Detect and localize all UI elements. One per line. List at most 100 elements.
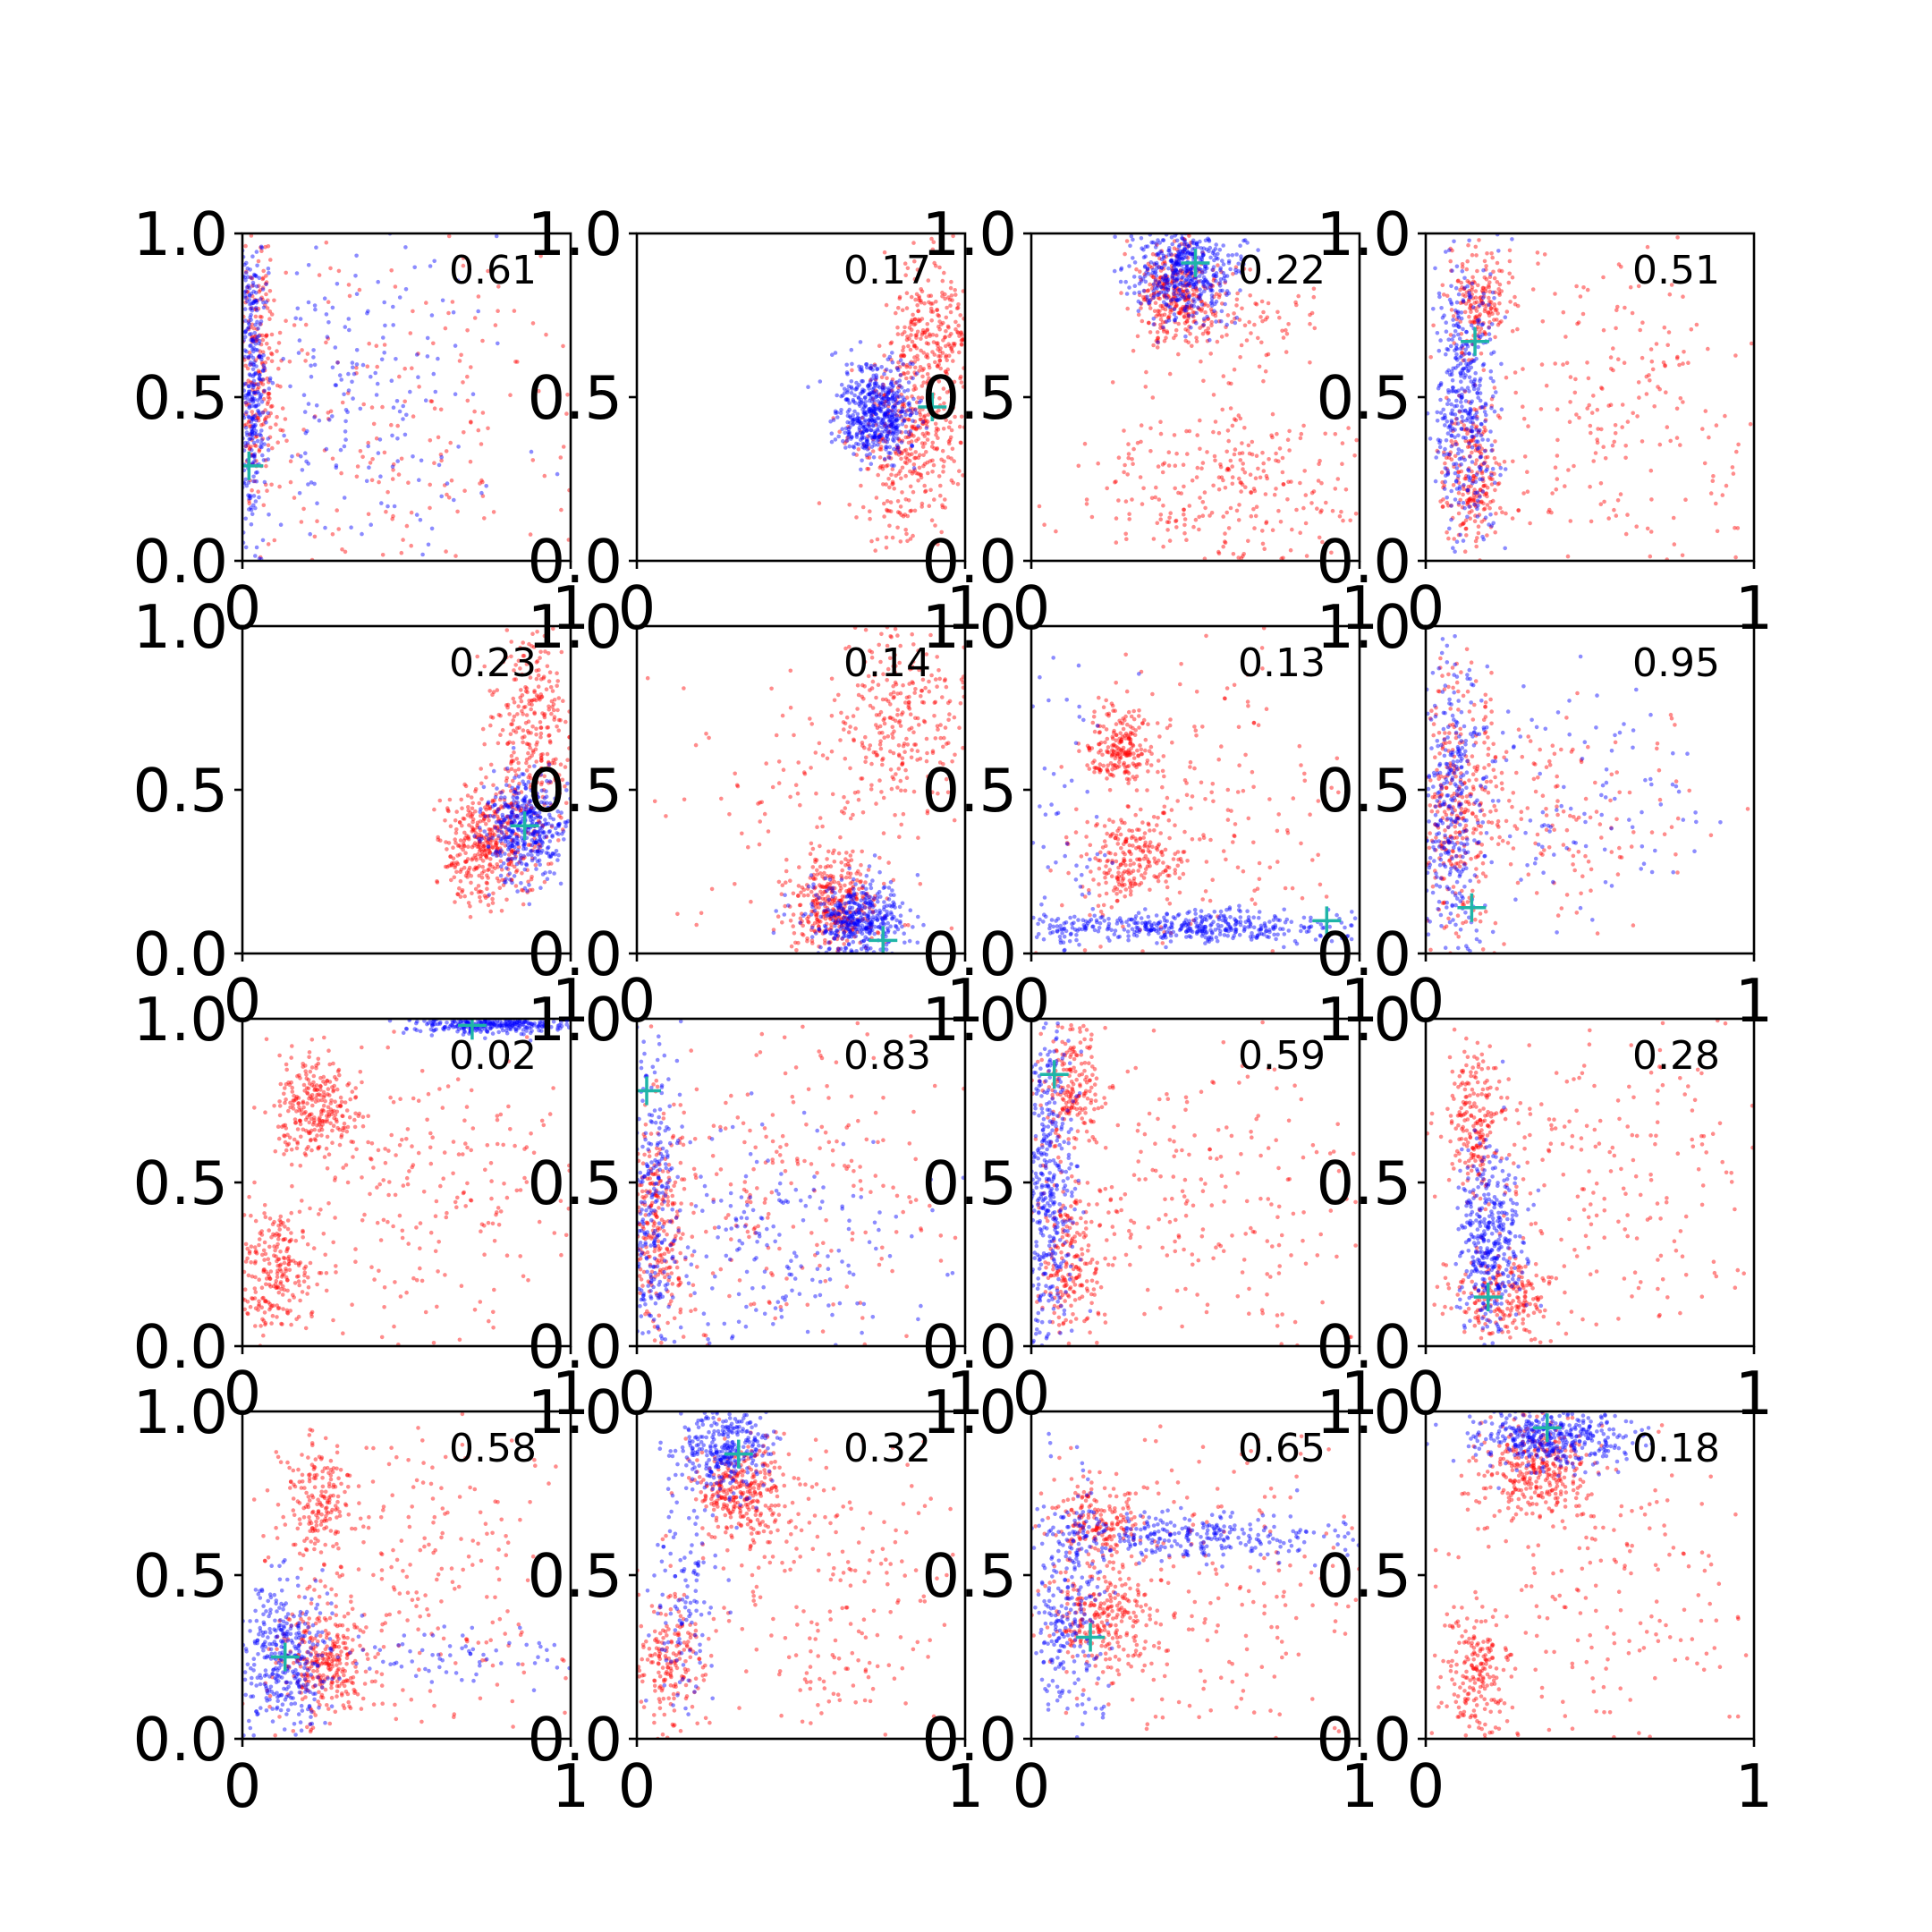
scatter-point bbox=[859, 467, 863, 472]
scatter-point bbox=[1454, 539, 1460, 544]
scatter-series-red bbox=[432, 626, 571, 919]
scatter-point bbox=[845, 436, 850, 440]
scatter-point bbox=[1483, 515, 1488, 520]
scatter-point bbox=[532, 689, 537, 693]
scatter-point bbox=[890, 393, 895, 398]
scatter-point bbox=[1178, 311, 1182, 316]
scatter-point bbox=[859, 397, 864, 402]
scatter-point bbox=[1211, 294, 1216, 300]
scatter-point bbox=[1186, 278, 1191, 283]
scatter-point bbox=[840, 427, 844, 432]
scatter-point bbox=[1174, 285, 1179, 291]
scatter-point bbox=[957, 469, 962, 473]
scatter-point bbox=[258, 314, 263, 319]
scatter-point bbox=[513, 775, 517, 780]
scatter-point bbox=[1263, 318, 1268, 322]
scatter-point bbox=[883, 421, 887, 427]
scatter-point bbox=[298, 317, 303, 321]
scatter-point bbox=[375, 381, 380, 386]
scatter-point bbox=[1204, 279, 1209, 284]
scatter-point bbox=[1470, 438, 1476, 443]
scatter-point bbox=[896, 445, 901, 450]
scatter-point bbox=[902, 353, 906, 359]
scatter-point bbox=[246, 284, 250, 290]
scatter-point bbox=[1694, 322, 1699, 327]
scatter-point bbox=[1476, 448, 1480, 453]
scatter-point bbox=[895, 510, 901, 514]
scatter-point bbox=[312, 415, 317, 419]
scatter-point bbox=[1197, 269, 1202, 274]
scatter-point bbox=[1648, 554, 1653, 559]
y-tick-label: 1.0 bbox=[1316, 199, 1411, 269]
scatter-point bbox=[870, 435, 876, 440]
scatter-point bbox=[847, 503, 852, 507]
scatter-point bbox=[1475, 514, 1480, 519]
scatter-point bbox=[923, 488, 928, 494]
scatter-point bbox=[1453, 366, 1458, 370]
scatter-point bbox=[1214, 319, 1218, 324]
scatter-point bbox=[904, 395, 910, 400]
scatter-point bbox=[1242, 238, 1248, 242]
scatter-point bbox=[1563, 484, 1567, 488]
scatter-point bbox=[871, 423, 876, 428]
scatter-point bbox=[1476, 530, 1481, 536]
scatter-point bbox=[494, 849, 499, 853]
scatter-point bbox=[514, 814, 520, 818]
scatter-point bbox=[262, 390, 267, 394]
scatter-point bbox=[530, 644, 534, 648]
scatter-point bbox=[478, 835, 483, 841]
scatter-point bbox=[1179, 491, 1183, 496]
scatter-point bbox=[945, 454, 951, 460]
scatter-point bbox=[534, 660, 539, 665]
scatter-point bbox=[1460, 386, 1464, 391]
scatter-point bbox=[450, 300, 455, 304]
scatter-point bbox=[1199, 359, 1203, 364]
scatter-point bbox=[1168, 298, 1174, 303]
scatter-point bbox=[1476, 498, 1480, 504]
scatter-point bbox=[1749, 341, 1754, 346]
scatter-point bbox=[249, 353, 253, 358]
scatter-point bbox=[1449, 419, 1454, 425]
scatter-point bbox=[896, 360, 901, 365]
scatter-point bbox=[1480, 295, 1486, 301]
scatter-point bbox=[484, 855, 489, 860]
scatter-point bbox=[1469, 428, 1473, 434]
scatter-point bbox=[250, 362, 256, 367]
scatter-point bbox=[439, 494, 445, 499]
scatter-point bbox=[264, 333, 269, 338]
scatter-point bbox=[1487, 284, 1491, 288]
scatter-point bbox=[1224, 333, 1229, 337]
scatter-point bbox=[846, 425, 851, 429]
scatter-point bbox=[1487, 295, 1491, 301]
scatter-point bbox=[888, 341, 894, 346]
scatter-point bbox=[252, 443, 258, 448]
scatter-point bbox=[920, 419, 926, 424]
scatter-point bbox=[529, 813, 533, 818]
scatter-point bbox=[1189, 326, 1193, 330]
scatter-point bbox=[499, 830, 504, 835]
scatter-point bbox=[934, 341, 939, 346]
scatter-point bbox=[1477, 464, 1482, 470]
scatter-point bbox=[288, 384, 292, 389]
scatter-point bbox=[936, 413, 940, 418]
scatter-point bbox=[917, 465, 922, 470]
scatter-point bbox=[509, 804, 514, 809]
scatter-point bbox=[257, 377, 262, 382]
scatter-point bbox=[889, 472, 894, 478]
scatter-point bbox=[898, 373, 903, 377]
scatter-point bbox=[1488, 306, 1494, 311]
scatter-point bbox=[1148, 426, 1153, 431]
scatter-point bbox=[265, 333, 269, 338]
scatter-point bbox=[1161, 325, 1165, 330]
scatter-point bbox=[915, 267, 920, 272]
scatter-point bbox=[903, 455, 908, 460]
scatter-point bbox=[1497, 292, 1502, 297]
scatter-point bbox=[258, 396, 263, 401]
scatter-point bbox=[368, 461, 373, 465]
scatter-point bbox=[556, 787, 561, 792]
scatter-point bbox=[1166, 520, 1172, 524]
scatter-point bbox=[251, 479, 256, 484]
scatter-point bbox=[1715, 529, 1720, 534]
scatter-point bbox=[1162, 339, 1167, 343]
scatter-point bbox=[261, 503, 267, 508]
